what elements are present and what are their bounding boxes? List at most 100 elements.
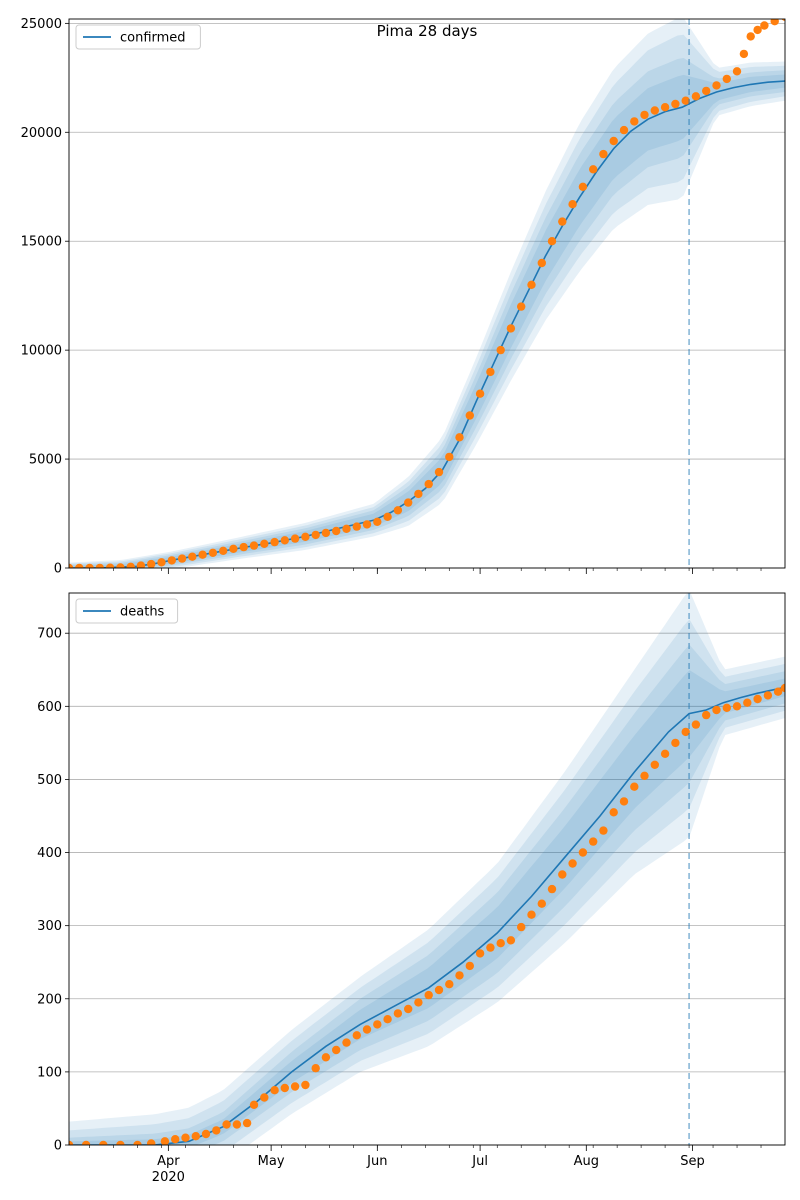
legend: confirmed <box>75 24 201 50</box>
observed-point-43 <box>506 324 516 333</box>
observed-point-9 <box>191 1132 200 1141</box>
observed-point-24 <box>342 1038 351 1047</box>
observed-point-8 <box>181 1133 190 1142</box>
observed-point-15 <box>249 1100 259 1110</box>
y-tick-label-25000: 25000 <box>21 17 62 32</box>
observed-point-23 <box>301 532 310 541</box>
observed-point-37 <box>445 452 454 462</box>
observed-point-32 <box>393 506 403 515</box>
observed-point-30 <box>373 517 382 526</box>
observed-point-3 <box>95 563 104 568</box>
observed-point-59 <box>702 710 711 720</box>
observed-point-57 <box>681 727 690 737</box>
observed-point-6 <box>126 562 135 568</box>
observed-point-46 <box>537 258 546 268</box>
observed-point-61 <box>722 703 731 712</box>
plot-area <box>69 19 785 568</box>
observed-point-26 <box>362 1025 372 1034</box>
observed-point-46 <box>568 859 577 868</box>
observed-point-34 <box>445 980 454 989</box>
observed-point-20 <box>301 1080 310 1090</box>
observed-point-54 <box>619 125 629 135</box>
observed-point-53 <box>609 136 618 146</box>
observed-point-51 <box>589 165 598 174</box>
observed-point-62 <box>702 86 711 96</box>
observed-point-50 <box>578 182 588 191</box>
observed-point-54 <box>650 760 659 769</box>
legend-label-confirmed: confirmed <box>120 31 186 46</box>
observed-point-29 <box>362 520 372 529</box>
observed-point-27 <box>342 524 351 533</box>
observed-point-41 <box>486 367 495 377</box>
observed-point-40 <box>506 936 516 945</box>
observed-point-28 <box>383 1015 392 1024</box>
observed-point-0 <box>69 563 74 568</box>
observed-point-14 <box>208 548 218 557</box>
observed-point-3 <box>116 1140 125 1145</box>
observed-point-49 <box>568 200 577 209</box>
model-line-confirmed <box>69 80 785 568</box>
observed-point-10 <box>167 556 176 565</box>
observed-point-42 <box>527 910 536 919</box>
observed-point-55 <box>660 749 670 758</box>
observed-point-43 <box>537 899 546 908</box>
observed-point-10 <box>201 1129 211 1139</box>
observed-point-63 <box>712 81 721 90</box>
observed-point-45 <box>558 870 567 879</box>
observed-point-53 <box>640 771 649 780</box>
observed-point-61 <box>691 92 701 101</box>
observed-point-56 <box>671 738 680 748</box>
observed-point-14 <box>242 1118 252 1128</box>
observed-point-35 <box>455 971 464 980</box>
observed-point-27 <box>373 1020 382 1029</box>
observed-point-71 <box>781 19 785 21</box>
observed-point-66 <box>739 49 749 59</box>
observed-point-56 <box>640 110 649 120</box>
uncertainty-band-2 <box>69 644 785 1145</box>
observed-point-28 <box>352 522 361 531</box>
observed-point-50 <box>609 808 618 817</box>
observed-point-5 <box>116 563 125 568</box>
observed-point-69 <box>760 21 769 30</box>
observed-point-62 <box>732 702 742 711</box>
x-tick-label-Sep: Sep <box>680 1154 705 1169</box>
observed-point-33 <box>404 498 413 507</box>
observed-point-25 <box>321 528 331 538</box>
observed-point-36 <box>434 467 444 477</box>
observed-point-38 <box>486 943 495 952</box>
observed-point-22 <box>290 534 300 543</box>
observed-point-2 <box>85 563 94 568</box>
observed-point-4 <box>105 563 115 568</box>
y-tick-label-400: 400 <box>37 846 62 861</box>
observed-point-16 <box>229 544 238 553</box>
observed-point-31 <box>383 512 392 521</box>
observed-point-67 <box>746 32 755 41</box>
observed-point-12 <box>222 1120 231 1129</box>
y-tick-label-0: 0 <box>54 562 62 577</box>
observed-point-58 <box>691 720 701 729</box>
x-tick-label-Aug: Aug <box>574 1154 599 1169</box>
observed-point-25 <box>352 1031 361 1040</box>
y-tick-label-500: 500 <box>37 773 62 788</box>
observed-point-31 <box>414 998 423 1007</box>
y-tick-label-300: 300 <box>37 919 62 934</box>
observed-point-48 <box>589 837 598 846</box>
legend-box <box>75 598 179 624</box>
observed-point-26 <box>332 526 341 536</box>
observed-point-41 <box>517 922 526 932</box>
confirmed-panel: 0 5000 10000 15000 20000 25000 Pima 28 days con… <box>21 17 786 577</box>
observed-point-59 <box>671 99 680 109</box>
uncertainty-band-3 <box>69 34 785 568</box>
observed-point-7 <box>171 1135 180 1144</box>
observed-point-64 <box>722 74 731 84</box>
observed-point-65 <box>732 67 742 76</box>
observed-point-60 <box>712 705 721 715</box>
observed-point-24 <box>311 530 320 540</box>
observed-point-1 <box>75 563 84 568</box>
observed-point-39 <box>496 939 505 948</box>
observed-point-44 <box>547 884 557 894</box>
observed-point-19 <box>260 539 269 548</box>
x-tick-label-Jun: Jun <box>366 1154 387 1169</box>
